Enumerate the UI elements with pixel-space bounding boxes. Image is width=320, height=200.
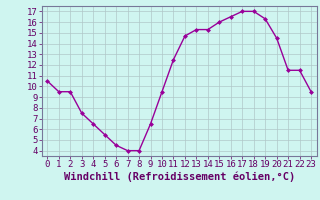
X-axis label: Windchill (Refroidissement éolien,°C): Windchill (Refroidissement éolien,°C) <box>64 172 295 182</box>
